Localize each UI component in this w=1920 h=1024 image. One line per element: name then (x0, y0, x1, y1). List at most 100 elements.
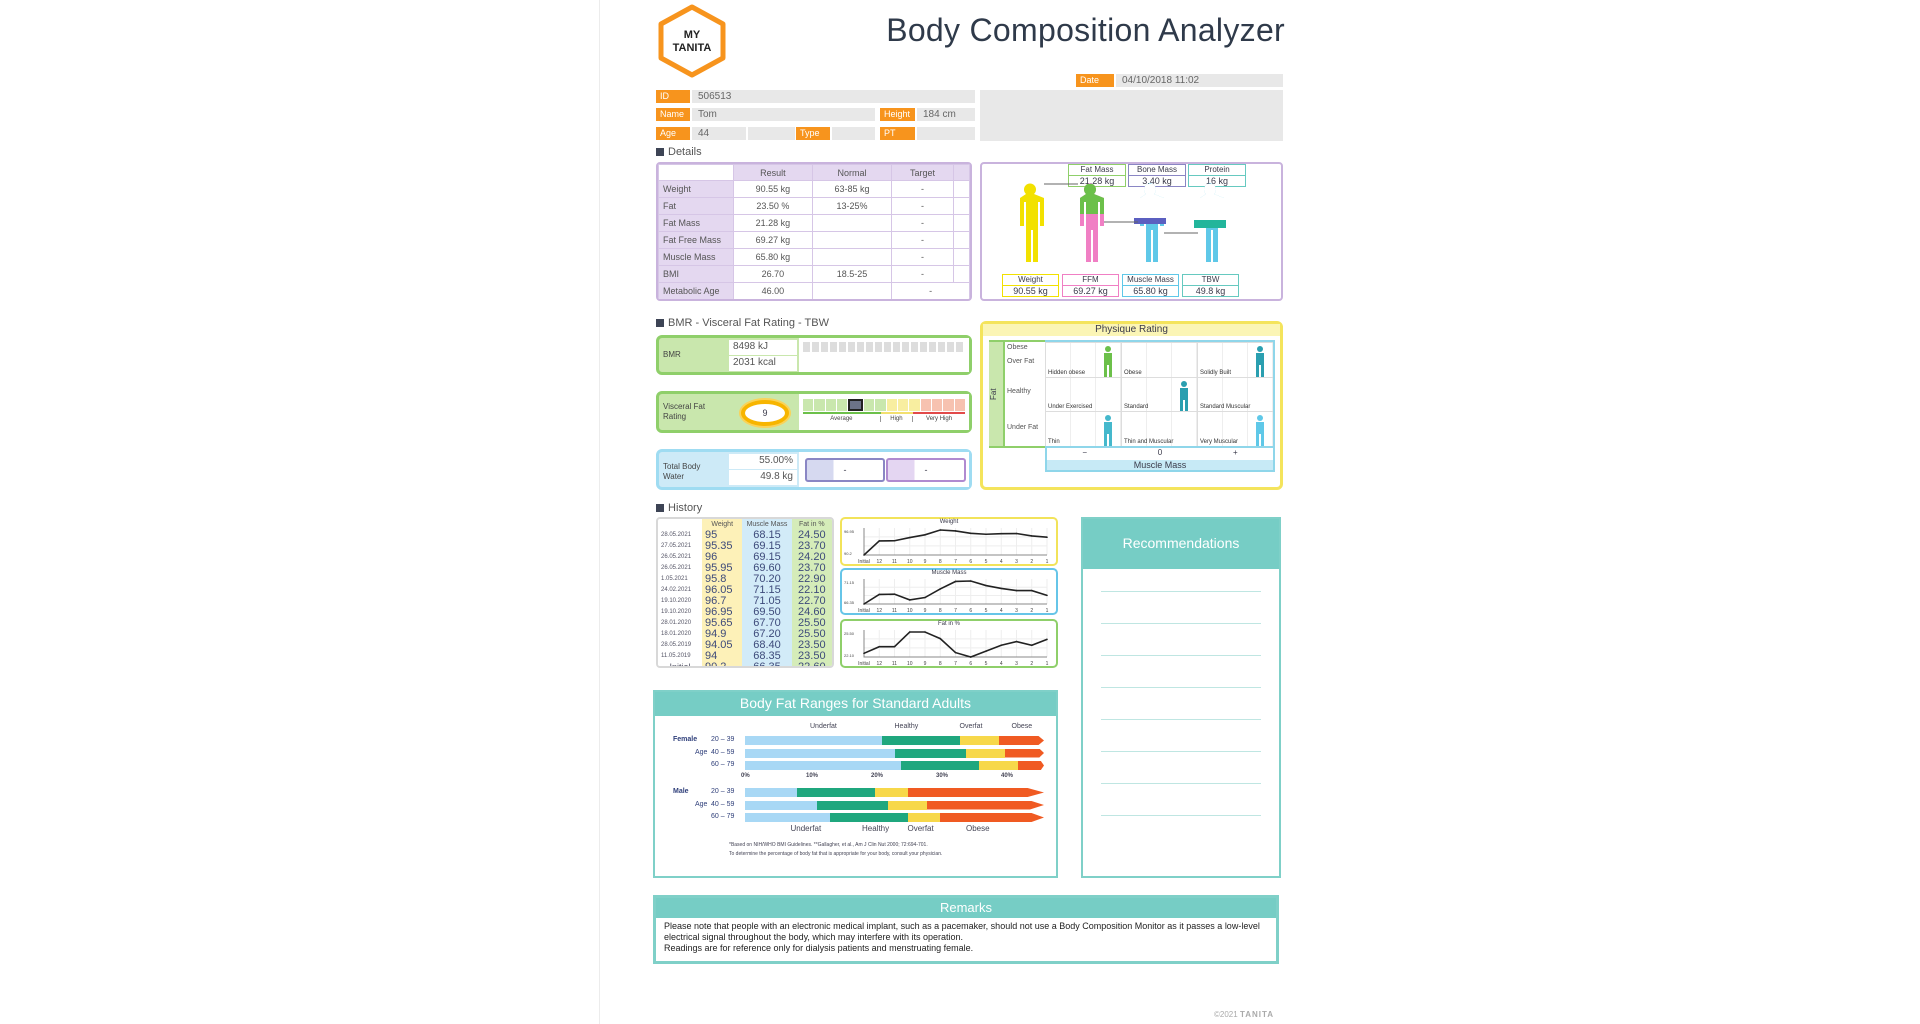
age-value: 44 (692, 127, 746, 140)
details-row: Fat Mass 21.28 kg - (658, 214, 970, 232)
scale-high: High (881, 416, 914, 422)
history-muscle: 67.20 (742, 629, 792, 640)
details-row: Metabolic Age 46.00 - (658, 282, 970, 299)
extra (952, 180, 970, 198)
col-extra (952, 164, 970, 181)
x-tick-label: 8 (939, 559, 942, 564)
bottom-category-label: Healthy (862, 824, 890, 833)
data-point (908, 536, 911, 539)
composition-label: Weight (1018, 275, 1043, 284)
range-segment-overfat (875, 788, 908, 797)
data-point (878, 645, 881, 648)
range-segment-healthy (829, 813, 908, 822)
physique-row-label: Over Fat (1007, 358, 1035, 365)
details-table: Result Normal Target Weight 90.55 kg 63-85 kg… (656, 162, 972, 301)
history-date: 18.01.2020 (658, 629, 702, 640)
visceral-label: Visceral Fat Rating (663, 402, 706, 421)
history-row: 28.01.2020 95.65 67.70 25.50 (658, 618, 832, 629)
range-segment-healthy (894, 748, 966, 758)
square-bullet-icon (656, 148, 664, 156)
body-composition-figures: Fat Mass 21.28 kg Bone Mass 3.40 kg Protein 1… (980, 162, 1283, 301)
composition-value: 16 kg (1189, 175, 1245, 186)
composition-label: Protein (1204, 165, 1230, 174)
range-segment-overfat (888, 800, 927, 810)
recommendation-line (1101, 719, 1261, 720)
top-category-label: Underfat (810, 723, 837, 730)
composition-value: 90.55 kg (1003, 285, 1058, 296)
range-segment-obese (1018, 761, 1044, 770)
total-body-water-box: Total Body Water 55.00% 49.8 kg - - (656, 449, 972, 490)
data-point (1030, 589, 1033, 592)
x-tick-label: 9 (924, 608, 927, 613)
axis-tick-label: 10% (806, 773, 819, 779)
bmr-heading: BMR - Visceral Fat Rating - TBW (656, 317, 829, 329)
range-segment-obese (998, 736, 1044, 745)
y-min-label: 22.10 (844, 653, 855, 658)
history-weight: 95.65 (702, 618, 743, 629)
x-tick-label: 7 (954, 608, 957, 613)
visceral-scale-segment (931, 399, 943, 411)
top-category-label: Overfat (959, 723, 983, 730)
id-value: 506513 (692, 90, 975, 103)
x-tick-label: 5 (985, 559, 988, 564)
composition-value-box: Weight 90.55 kg (1002, 274, 1059, 297)
history-muscle: 69.50 (742, 607, 792, 618)
muscle-tick-minus: − (1082, 448, 1087, 457)
history-muscle: 68.40 (742, 640, 792, 651)
chart-title: Weight (939, 519, 959, 525)
history-muscle: 68.15 (742, 530, 792, 541)
remarks-line-2: Readings are for reference only for dial… (664, 943, 974, 953)
bmr-bar (799, 338, 969, 372)
physique-cell: Very Muscular (1197, 411, 1273, 447)
height-value: 184 cm (917, 108, 975, 121)
target: - (891, 214, 954, 232)
history-weight: 96.95 (702, 607, 743, 618)
history-date: 26.05.2021 (658, 552, 702, 563)
history-chart-1: Muscle Mass Initial 12 11 10 9 8 7 6 5 4 3 2 1 71.15 66… (840, 568, 1058, 615)
x-tick-label: 12 (876, 608, 882, 613)
data-point (1015, 640, 1018, 643)
physique-cell-label: Hidden obese (1048, 369, 1086, 376)
details-row: Muscle Mass 65.80 kg - (658, 248, 970, 266)
muscle-tick-plus: + (1232, 448, 1238, 457)
remarks-title: Remarks (656, 898, 1276, 918)
visceral-scale-segment (863, 399, 875, 411)
physique-cell-label: Under Exercised (1048, 404, 1093, 411)
tbw-box-2: - (886, 458, 966, 482)
composition-value-box: Muscle Mass 65.80 kg (1122, 274, 1179, 297)
col-weight: Weight (702, 519, 743, 530)
axis (863, 630, 1047, 658)
type-label: Type (796, 127, 830, 140)
data-point (863, 554, 865, 556)
remarks-box: Remarks Please note that people with an … (653, 895, 1279, 964)
target: - (891, 282, 970, 299)
history-weight: 95.95 (702, 563, 743, 574)
visceral-value: 9 (741, 400, 789, 426)
height-label: Height (880, 108, 915, 121)
history-date: 28.05.2019 (658, 640, 702, 651)
history-fat: 25.50 (791, 629, 832, 640)
history-weight: 95 (702, 530, 743, 541)
data-point (969, 532, 972, 535)
data-point (969, 656, 972, 658)
muscle-tick-zero: 0 (1157, 448, 1163, 457)
result: 21.28 kg (733, 214, 813, 232)
col-target: Target (891, 164, 954, 181)
details-row: Fat 23.50 % 13-25% - (658, 197, 970, 215)
range-segment-obese (927, 800, 1044, 810)
physique-cell-label: Obese (1124, 369, 1142, 376)
visceral-scale-segment (848, 399, 863, 411)
history-weight: 95.8 (702, 574, 743, 585)
x-tick-label: 6 (969, 661, 972, 666)
history-weight: 94 (702, 651, 743, 662)
composition-label: Muscle Mass (1127, 275, 1174, 284)
normal: 13-25% (811, 197, 893, 215)
x-tick-label: 10 (907, 559, 913, 564)
axis-tick-label: 20% (871, 773, 884, 779)
range-segment-overfat (979, 761, 1018, 770)
physique-figure-icon (1256, 415, 1264, 447)
info-extra-box (980, 90, 1283, 141)
bottom-category-label: Overfat (907, 824, 934, 833)
y-min-label: 90.2 (844, 551, 853, 556)
physique-cell: Standard (1121, 376, 1197, 412)
